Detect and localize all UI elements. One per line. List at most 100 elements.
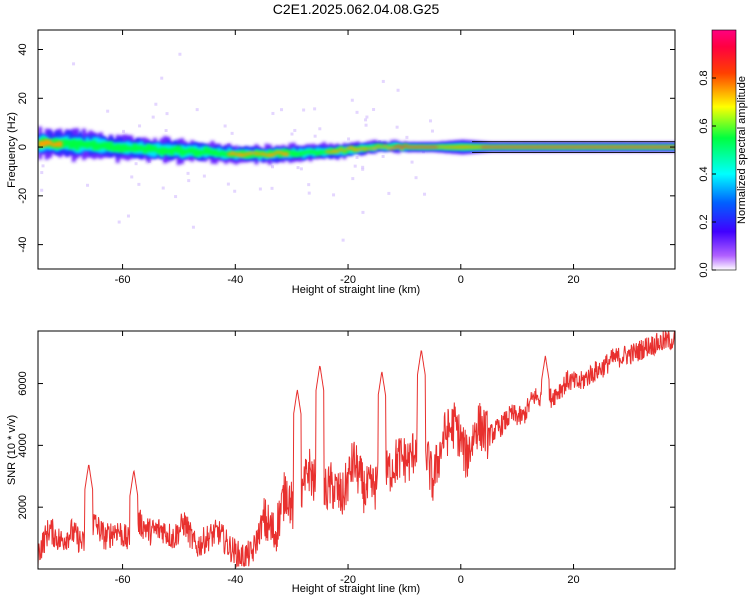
spectrogram-cell: [538, 146, 543, 148]
spectrogram-cell: [129, 146, 134, 152]
spectrogram-speckle: [353, 164, 357, 168]
spectrogram-cell: [125, 145, 130, 152]
spectrogram-speckle: [410, 160, 414, 164]
spectrogram-speckle: [341, 238, 345, 242]
spectrogram-cell: [139, 145, 144, 151]
spectrogram-speckle: [122, 129, 126, 133]
spectrogram-speckle: [233, 189, 237, 193]
spectrogram-cell: [582, 146, 587, 148]
spectrogram-xtick-label: 20: [567, 274, 579, 286]
spectrogram-cell: [220, 150, 225, 156]
spectrogram-cell: [399, 146, 404, 148]
spectrogram-cell: [514, 146, 519, 148]
spectrogram-cell: [315, 150, 320, 156]
spectrogram-cell: [335, 147, 340, 153]
spectrogram-cell: [284, 152, 289, 157]
spectrogram-cell: [68, 140, 73, 150]
spectrogram-speckle: [355, 110, 359, 114]
spectrogram-cell: [105, 142, 110, 151]
colorbar-gradient: [711, 29, 737, 271]
spectrogram-ytick-label: 0: [17, 144, 29, 150]
spectrogram-speckle: [165, 112, 169, 116]
spectrogram-cell: [244, 152, 249, 156]
spectrogram-cell: [355, 146, 360, 150]
snr-xtick-label: 20: [567, 574, 579, 586]
spectrogram-cell: [311, 149, 316, 155]
spectrogram-cell: [278, 151, 283, 158]
spectrogram-cell: [298, 151, 303, 157]
spectrogram-cell: [345, 149, 350, 153]
colorbar: 0.0 0.2 0.4 0.6 0.8 Normalized spectral ampl…: [698, 29, 748, 278]
spectrogram-speckle: [117, 220, 121, 224]
spectrogram-cell: [457, 145, 462, 149]
spectrogram-speckle: [313, 107, 317, 111]
spectrogram-cell: [98, 142, 103, 149]
spectrogram-cell: [474, 145, 479, 149]
spectrogram-cell: [359, 147, 364, 150]
colorbar-tick-label: 0.0: [698, 262, 710, 277]
snr-axes: -60 -40 -20 0 20 2000 4000 6000: [17, 331, 675, 586]
snr-ylabel: SNR (10 * v/v): [6, 415, 18, 485]
spectrogram-speckle: [395, 125, 399, 129]
spectrogram-cell: [416, 146, 421, 148]
spectrogram-speckle: [318, 127, 322, 131]
spectrogram-cell: [508, 146, 513, 148]
spectrogram-cell: [136, 145, 141, 152]
spectrogram-cell: [535, 146, 540, 148]
spectrogram-cell: [525, 146, 530, 148]
spectrogram-cell: [328, 148, 333, 154]
spectrogram-cell: [599, 146, 604, 148]
spectrogram-cell: [322, 150, 327, 154]
snr-xtick-label: 0: [458, 574, 464, 586]
spectrogram-speckle: [429, 119, 433, 123]
spectrogram-cell: [305, 150, 310, 154]
spectrogram-cell: [78, 139, 83, 148]
spectrogram-cell: [609, 146, 614, 148]
spectrogram-cell: [278, 150, 283, 154]
spectrogram-cell: [109, 141, 114, 151]
spectrogram-cell: [163, 147, 168, 155]
spectrogram-speckle: [137, 182, 141, 186]
spectrogram-cell: [464, 145, 469, 149]
spectrogram-cell: [142, 146, 147, 154]
spectrogram-cell: [589, 146, 594, 148]
spectrogram-cell: [410, 146, 415, 148]
spectrogram-speckle: [154, 102, 158, 106]
spectrogram-cell: [382, 144, 387, 147]
spectrogram-cell: [169, 147, 174, 156]
spectrogram-cell: [504, 146, 509, 148]
spectrogram-cell: [406, 146, 411, 148]
spectrogram-cell: [592, 146, 597, 148]
spectrogram-cell: [521, 146, 526, 148]
spectrogram-cell: [372, 147, 377, 150]
spectrogram-cell: [264, 153, 269, 157]
spectrogram-speckle: [223, 124, 227, 128]
spectrogram-speckle: [423, 192, 427, 196]
spectrogram-cell: [122, 143, 127, 152]
spectrogram-speckle: [195, 108, 199, 112]
spectrogram-cell: [389, 146, 394, 150]
spectrogram-cell: [656, 146, 661, 148]
spectrogram-cell: [88, 141, 93, 148]
spectrogram-cell: [633, 146, 638, 148]
spectrogram-cell: [38, 140, 42, 148]
spectrogram-cell: [420, 146, 425, 148]
spectrogram-speckle: [381, 154, 385, 158]
spectrogram-speckle: [414, 176, 418, 180]
spectrogram-cell: [41, 140, 46, 148]
spectrogram-cell: [339, 147, 344, 151]
spectrogram-marks: [38, 52, 675, 242]
spectrogram-speckle: [280, 108, 284, 112]
spectrogram-cell: [548, 146, 553, 148]
spectrogram-cell: [213, 149, 218, 156]
spectrogram-cell: [257, 152, 262, 156]
spectrogram-speckle: [365, 115, 369, 119]
snr-ytick-label: 4000: [17, 433, 29, 457]
spectrogram-speckle: [299, 167, 303, 171]
spectrogram-speckle: [293, 128, 297, 132]
spectrogram-speckle: [296, 166, 300, 170]
spectrogram-cell: [650, 146, 655, 148]
spectrogram-ylabel: Frequency (Hz): [6, 112, 18, 188]
spectrogram-speckle: [405, 135, 409, 139]
spectrogram-cell: [562, 146, 567, 148]
